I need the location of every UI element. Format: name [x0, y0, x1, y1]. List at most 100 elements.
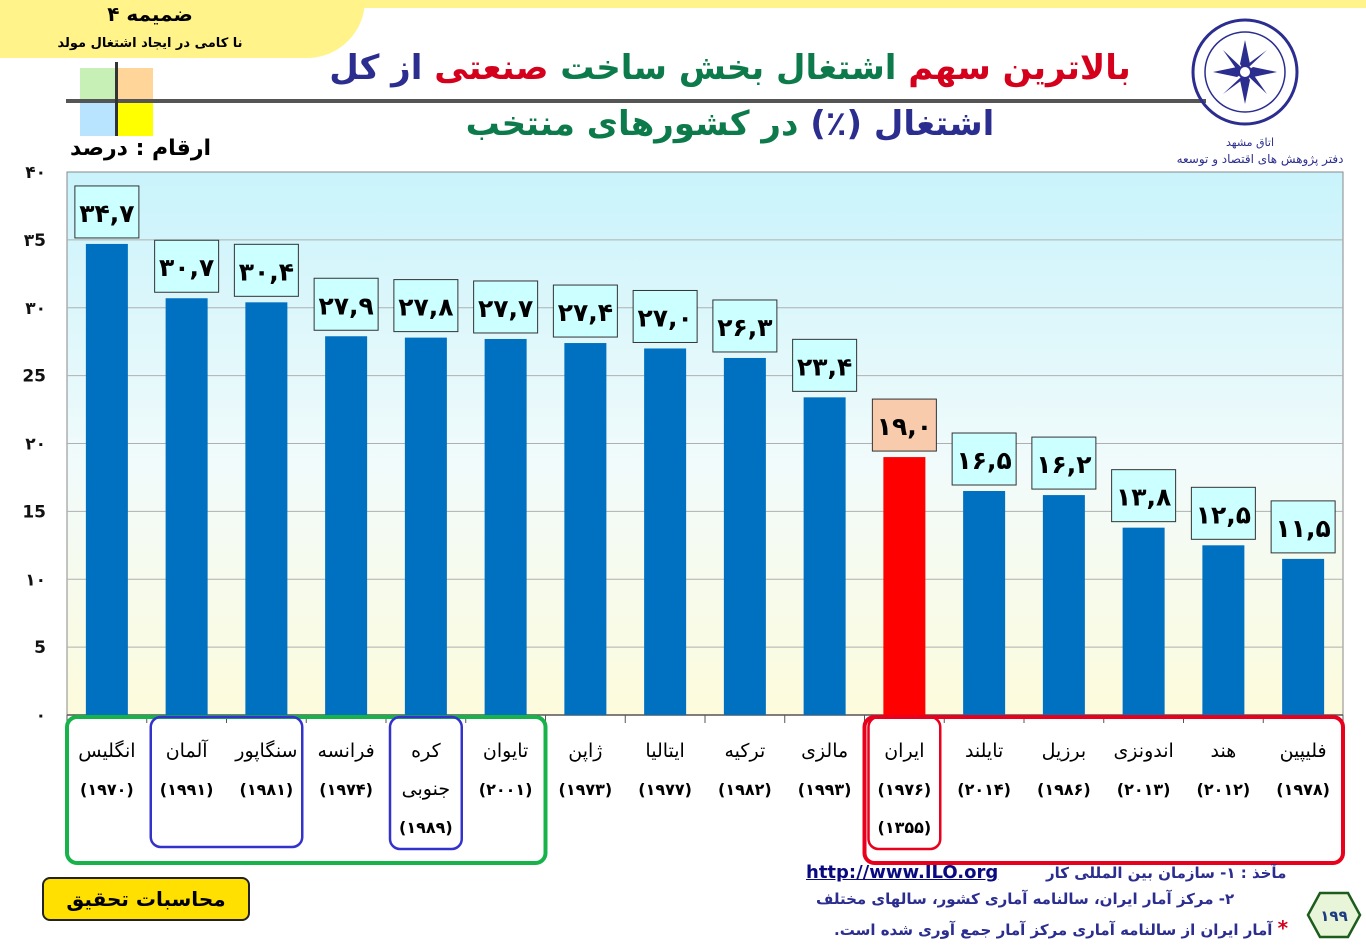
- category-year: (۲۰۰۱): [479, 780, 533, 799]
- data-label: ۲۷,۷: [478, 294, 533, 323]
- category-label: سنگاپور: [234, 739, 297, 762]
- data-label: ۲۷,۴: [558, 298, 613, 327]
- data-label-box: [233, 243, 299, 297]
- source-line-1: مآخذ : ۱- سازمان بین المللی کار: [1046, 864, 1287, 882]
- title-line2-part-1: در کشورهای منتخب: [465, 104, 799, 144]
- group-box-blue: [149, 715, 304, 849]
- bar: [484, 338, 527, 715]
- category-label: تایلند: [965, 740, 1003, 762]
- source-line-3: * آمار ایران از سالنامه آماری مرکز آمار …: [834, 916, 1288, 940]
- category-year: (۱۹۸۶): [1037, 780, 1091, 799]
- bar: [564, 343, 607, 715]
- bar: [245, 302, 288, 715]
- decor-square-yellow: [117, 102, 153, 136]
- unit-label: ارقام : درصد: [70, 136, 212, 161]
- data-label-box: [792, 338, 858, 392]
- bar: [165, 298, 208, 715]
- data-label: ۳۰,۷: [159, 253, 214, 282]
- title-line2-part-0: اشتغال (٪): [798, 104, 995, 144]
- chart-title-line2: اشتغال (٪) در کشورهای منتخب: [400, 104, 1060, 144]
- category-label: ژاپن: [568, 740, 602, 762]
- category-year: (۱۹۷۷): [638, 780, 692, 799]
- category-year: (۱۹۷۶): [878, 780, 932, 799]
- title-rule: [66, 99, 1206, 103]
- category-year: (۱۹۸۱): [240, 780, 294, 799]
- bar: [644, 348, 687, 715]
- category-year: (۱۹۷۰): [80, 780, 134, 799]
- data-label-box: [473, 280, 539, 334]
- data-label: ۲۳,۴: [797, 352, 852, 381]
- group-box-blue: [388, 715, 463, 851]
- category-label: انگلیس: [78, 739, 135, 762]
- category-year: (۱۹۸۲): [718, 780, 772, 799]
- data-label: ۲۷,۹: [318, 291, 373, 320]
- category-year: (۱۹۹۳): [798, 780, 852, 799]
- data-label-box: [1031, 436, 1097, 490]
- category-year: (۱۹۸۹): [399, 818, 453, 837]
- title-line1-part-1: اشتغال بخش ساخت: [548, 48, 897, 88]
- category-label: هند: [1211, 740, 1237, 762]
- footnote-text: آمار ایران از سالنامه آماری مرکز آمار جم…: [834, 921, 1273, 939]
- category-label: فلیپین: [1280, 740, 1327, 762]
- category-label: تایوان: [483, 740, 528, 762]
- page-number: ۱۹۹: [1320, 907, 1347, 925]
- category-label: اندونزی: [1113, 740, 1173, 762]
- data-label: ۳۴,۷: [79, 199, 134, 228]
- y-tick-label: ۱۰: [25, 570, 46, 590]
- data-label: ۱۶,۲: [1036, 450, 1091, 479]
- bar: [85, 243, 128, 715]
- bar: [325, 336, 368, 715]
- category-year: (۲۰۱۳): [1117, 780, 1171, 799]
- y-tick-label: ۴۰: [25, 163, 46, 183]
- bar: [723, 357, 766, 715]
- chart-title-line1: بالاترین سهم اشتغال بخش ساخت صنعتی از کل: [290, 48, 1170, 88]
- source-line-2: ۲- مرکز آمار ایران، سالنامه آماری کشور، …: [816, 890, 1235, 908]
- bar: [1202, 545, 1245, 715]
- category-label: ترکیه: [725, 740, 766, 762]
- title-line1-part-2: صنعتی: [422, 48, 549, 88]
- data-label: ۱۹,۰: [877, 412, 932, 441]
- research-calc-box: محاسبات تحقیق: [42, 877, 250, 921]
- data-label-box: [712, 299, 778, 353]
- y-tick-label: ۲۰: [25, 435, 46, 455]
- data-label-box: [154, 239, 220, 293]
- group-box-red: [862, 715, 1345, 865]
- y-tick-label: 15: [22, 502, 46, 522]
- bar: [404, 337, 447, 715]
- category-year: (۲۰۱۴): [957, 780, 1011, 799]
- decor-square-green: [80, 68, 116, 102]
- data-label-box: [951, 432, 1017, 486]
- data-label-box: [1190, 486, 1256, 540]
- bar: [1042, 495, 1085, 715]
- bar-chart: ۰ 5 ۱۰ 15 ۲۰ 25 ۳۰ ۳5 ۴۰ ۳۴,۷ ۳۰,۷ ۳۰,۴ ۲۷,۹ ۲۷,۸ ۲۷,…: [22, 163, 1345, 865]
- category-year: (۱۹۷۳): [559, 780, 613, 799]
- data-label-box: [871, 398, 937, 452]
- data-label: ۲۶,۳: [717, 313, 772, 342]
- bar: [883, 457, 926, 715]
- title-line1-part-3: از کل: [329, 48, 423, 88]
- decor-square-blue: [80, 102, 116, 136]
- category-label: مالزی: [801, 740, 848, 762]
- group-box-green: [65, 715, 548, 865]
- source-ilo-link[interactable]: http://www.ILO.org: [806, 862, 999, 883]
- y-tick-label: ۳5: [24, 231, 46, 251]
- y-tick-label: 25: [22, 367, 46, 387]
- annex-title: ضمیمه ۴: [107, 2, 193, 26]
- data-label-box: [1270, 500, 1336, 554]
- page-number-badge: ۱۹۹: [1306, 891, 1362, 939]
- data-label: ۱۶,۵: [956, 446, 1011, 475]
- data-label: ۲۷,۸: [398, 293, 453, 322]
- data-label-box: [552, 284, 618, 338]
- data-label-box: [313, 277, 379, 331]
- bar: [963, 491, 1006, 715]
- data-label-box: [1111, 469, 1177, 523]
- logo-department: دفتر پژوهش های اقتصاد و توسعه: [1176, 152, 1344, 166]
- category-label: برزیل: [1042, 740, 1087, 762]
- bar: [1282, 558, 1325, 715]
- y-tick-label: 5: [34, 638, 46, 658]
- decor-square-orange: [117, 68, 153, 102]
- category-label: کره: [411, 740, 441, 762]
- data-label-box: [74, 185, 140, 239]
- group-box-red: [867, 715, 942, 851]
- annex-subtitle: نا کامی در ایجاد اشتغال مولد: [57, 36, 243, 51]
